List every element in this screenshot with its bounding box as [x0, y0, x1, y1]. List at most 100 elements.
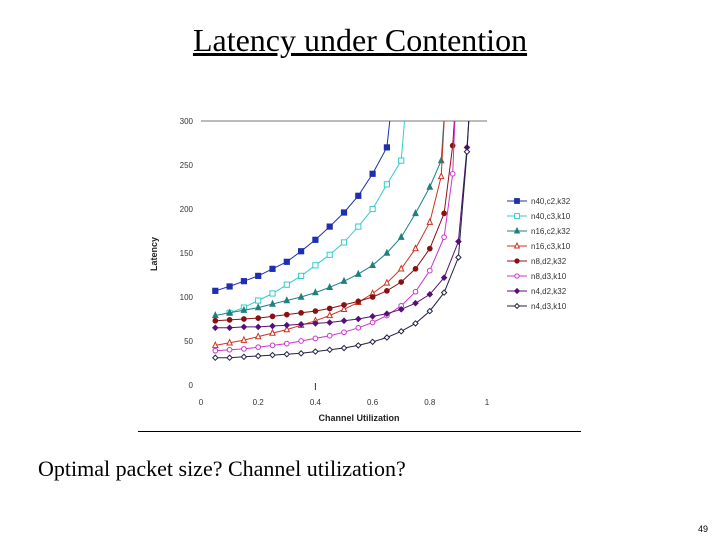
data-point: [384, 145, 389, 150]
data-point: [342, 303, 347, 308]
legend-item: n4,d2,k32: [507, 287, 567, 296]
legend: n40,c2,k32 n40,c3,k10 n16,c2,k32 n16,c3,k10…: [507, 197, 571, 311]
data-point: [299, 339, 304, 344]
data-point: [341, 345, 346, 350]
legend-label: n40,c2,k32: [531, 197, 571, 206]
data-point: [213, 312, 218, 317]
data-point: [270, 266, 275, 271]
data-point: [413, 301, 418, 306]
data-point: [413, 289, 418, 294]
data-point: [313, 309, 318, 314]
data-point: [341, 278, 346, 283]
data-point: [270, 343, 275, 348]
x-tick-label: 0.4: [310, 398, 322, 407]
data-point: [256, 304, 261, 309]
data-point: [356, 193, 361, 198]
data-point: [385, 289, 390, 294]
legend-label: n16,c3,k10: [531, 242, 571, 251]
data-point: [270, 352, 275, 357]
data-point: [313, 237, 318, 242]
data-point: [213, 355, 218, 360]
data-point: [256, 298, 261, 303]
series-layer: [213, 101, 470, 360]
data-point: [442, 211, 447, 216]
legend-label: n40,c3,k10: [531, 212, 571, 221]
data-point: [515, 199, 520, 204]
data-point: [515, 214, 520, 219]
data-point: [370, 314, 375, 319]
data-point: [370, 262, 375, 267]
legend-label: n16,c2,k32: [531, 227, 571, 236]
series-n40,c3,k10: [227, 101, 406, 315]
y-tick-label: 0: [189, 381, 194, 390]
data-point: [450, 171, 455, 176]
data-point: [227, 340, 232, 345]
data-point: [213, 318, 218, 323]
data-point: [399, 329, 404, 334]
data-point: [313, 289, 318, 294]
data-point: [370, 206, 375, 211]
data-point: [515, 259, 519, 263]
data-point: [327, 333, 332, 338]
data-point: [356, 271, 361, 276]
legend-item: n16,c2,k32: [507, 227, 571, 236]
data-point: [327, 347, 332, 352]
data-point: [256, 324, 261, 329]
data-point: [270, 301, 275, 306]
x-tick-label: 0.6: [367, 398, 379, 407]
data-point: [284, 259, 289, 264]
data-point: [356, 224, 361, 229]
data-point: [327, 224, 332, 229]
data-point: [256, 345, 261, 350]
y-tick-label: 300: [180, 117, 194, 126]
data-point: [256, 353, 261, 358]
data-point: [284, 282, 289, 287]
data-point: [227, 318, 232, 323]
data-point: [284, 352, 289, 357]
legend-item: n40,c2,k32: [507, 197, 571, 206]
series-n8,d2,k32: [213, 101, 456, 323]
series-n16,c2,k32: [213, 101, 446, 318]
data-point: [370, 339, 375, 344]
data-point: [284, 323, 289, 328]
x-tick-label: 0.2: [253, 398, 265, 407]
data-point: [213, 342, 218, 347]
data-point: [241, 354, 246, 359]
data-point: [399, 158, 404, 163]
data-point: [399, 280, 404, 285]
data-point: [284, 312, 289, 317]
legend-item: n16,c3,k10: [507, 242, 571, 251]
data-point: [515, 304, 520, 309]
data-point: [270, 330, 275, 335]
data-point: [327, 320, 332, 325]
data-point: [356, 325, 361, 330]
data-point: [270, 314, 275, 319]
data-point: [356, 343, 361, 348]
y-axis-label: Latency: [149, 237, 159, 271]
data-point: [384, 335, 389, 340]
page-number: 49: [698, 524, 708, 534]
x-tick-label: 0.8: [424, 398, 436, 407]
data-point: [327, 312, 332, 317]
data-point: [242, 347, 247, 352]
data-point: [241, 279, 246, 284]
data-point: [439, 173, 444, 178]
data-point: [213, 325, 218, 330]
data-point: [284, 341, 289, 346]
data-point: [515, 289, 520, 294]
data-point: [256, 316, 261, 321]
y-tick-label: 150: [180, 249, 194, 258]
data-point: [227, 325, 232, 330]
data-point: [227, 284, 232, 289]
data-point: [427, 246, 432, 251]
series-line: [230, 101, 407, 313]
data-point: [313, 263, 318, 268]
series-line: [215, 101, 445, 316]
series-n40,c2,k32: [213, 101, 392, 293]
legend-item: n40,c3,k10: [507, 212, 571, 221]
data-point: [313, 336, 318, 341]
legend-item: n8,d2,k32: [507, 257, 567, 266]
data-point: [270, 323, 275, 328]
data-point: [327, 252, 332, 257]
y-tick-label: 100: [180, 293, 194, 302]
